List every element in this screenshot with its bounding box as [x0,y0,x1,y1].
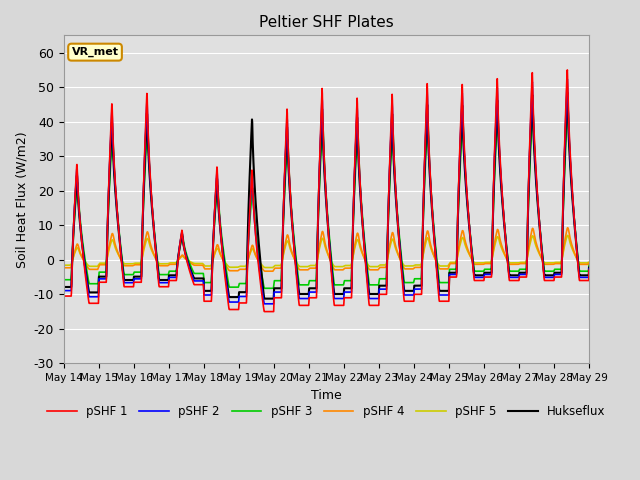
Line: pSHF 4: pSHF 4 [63,228,589,271]
pSHF 3 [60,277,67,283]
Hukseflux [479,273,487,278]
pSHF 3 [564,104,572,109]
pSHF 1 [342,295,349,300]
pSHF 4 [554,261,561,266]
pSHF 3 [206,280,214,286]
X-axis label: Time: Time [311,389,342,402]
pSHF 3 [261,286,269,291]
pSHF 1 [554,274,561,280]
pSHF 3 [353,141,361,146]
pSHF 5 [353,238,361,243]
pSHF 1 [479,277,487,283]
Hukseflux [206,288,214,294]
pSHF 3 [585,263,593,268]
pSHF 5 [539,257,547,263]
pSHF 2 [554,272,561,277]
Hukseflux [60,284,67,290]
pSHF 2 [260,301,268,307]
pSHF 5 [342,263,349,268]
Line: pSHF 1: pSHF 1 [63,70,589,312]
pSHF 4 [479,262,487,267]
pSHF 4 [342,265,349,271]
Title: Peltier SHF Plates: Peltier SHF Plates [259,15,394,30]
pSHF 1 [539,261,547,266]
pSHF 5 [564,232,572,238]
Y-axis label: Soil Heat Flux (W/m2): Soil Heat Flux (W/m2) [15,131,28,268]
pSHF 5 [60,263,67,268]
pSHF 5 [206,263,214,269]
pSHF 2 [206,292,214,298]
pSHF 2 [342,289,349,295]
pSHF 3 [554,266,561,272]
Hukseflux [554,270,561,276]
Hukseflux [353,120,361,126]
pSHF 3 [342,278,349,284]
pSHF 4 [585,260,593,266]
pSHF 1 [60,293,67,299]
pSHF 4 [564,225,572,231]
pSHF 2 [60,288,67,293]
pSHF 2 [539,259,547,264]
pSHF 3 [539,254,547,260]
Hukseflux [585,264,593,270]
pSHF 1 [206,299,214,304]
pSHF 5 [585,259,593,265]
pSHF 1 [563,67,571,73]
Hukseflux [260,296,268,301]
pSHF 4 [539,258,547,264]
pSHF 2 [479,275,487,280]
pSHF 1 [260,309,268,314]
pSHF 4 [353,232,361,238]
Hukseflux [342,286,349,291]
Hukseflux [563,90,571,96]
pSHF 4 [60,265,67,271]
pSHF 2 [563,76,571,82]
Line: Hukseflux: Hukseflux [63,93,589,299]
pSHF 4 [261,268,269,274]
Line: pSHF 2: pSHF 2 [63,79,589,304]
pSHF 5 [479,260,487,266]
pSHF 5 [554,260,561,265]
pSHF 1 [353,102,361,108]
pSHF 4 [206,266,214,272]
Legend: pSHF 1, pSHF 2, pSHF 3, pSHF 4, pSHF 5, Hukseflux: pSHF 1, pSHF 2, pSHF 3, pSHF 4, pSHF 5, … [42,401,611,423]
pSHF 2 [585,266,593,272]
pSHF 1 [585,267,593,273]
pSHF 3 [479,268,487,274]
pSHF 5 [262,264,269,270]
Line: pSHF 3: pSHF 3 [63,107,589,288]
pSHF 2 [353,109,361,115]
Text: VR_met: VR_met [72,47,118,57]
Line: pSHF 5: pSHF 5 [63,235,589,267]
Hukseflux [539,258,547,264]
